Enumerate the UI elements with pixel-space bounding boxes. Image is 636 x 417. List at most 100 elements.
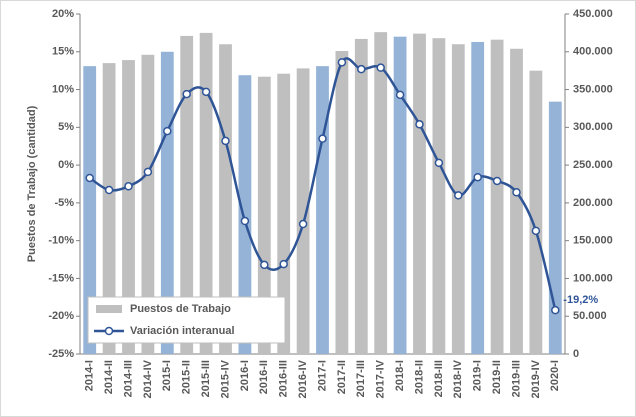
data-label: -19,2% <box>563 294 598 306</box>
x-tick-label: 2020-I <box>549 360 561 391</box>
x-tick-label: 2017-III <box>355 360 367 397</box>
bar <box>199 32 213 355</box>
x-tick-label: 2018-III <box>433 360 445 397</box>
bar <box>102 63 116 354</box>
marker <box>512 188 521 197</box>
marker <box>318 134 327 143</box>
y-tick-label: 0% <box>58 159 74 171</box>
bar <box>122 60 135 354</box>
bar <box>141 54 155 355</box>
bar <box>219 44 232 354</box>
bar <box>490 39 504 354</box>
marker <box>279 259 288 269</box>
bar <box>432 38 446 355</box>
legend-box <box>87 296 286 344</box>
x-tick-label: 2016-I <box>239 360 251 391</box>
marker <box>163 126 172 136</box>
x-tick-label: 2017-IV <box>375 359 387 398</box>
y2-tick-label: 300.000 <box>573 121 613 133</box>
bar <box>83 66 97 354</box>
bar <box>393 36 407 355</box>
x-tick-label: 2015-II <box>181 360 193 394</box>
marker <box>454 191 463 200</box>
legend-label: Variación interanual <box>130 325 235 337</box>
x-tick-label: 2015-IV <box>219 359 231 398</box>
marker <box>240 216 250 226</box>
y2-tick-label: 200.000 <box>573 197 613 209</box>
y2-tick-label: 400.000 <box>573 46 613 58</box>
bar <box>316 66 329 354</box>
marker <box>124 182 133 191</box>
y2-tick-label: 100.000 <box>573 272 613 284</box>
x-tick-label: 2016-III <box>278 360 290 397</box>
marker <box>298 219 308 229</box>
y-tick-label: -20% <box>48 310 74 322</box>
legend-label: Puestos de Trabajo <box>130 303 231 315</box>
y-tick-label: -10% <box>48 235 74 247</box>
x-tick-label: 2018-II <box>413 360 425 394</box>
y-tick-label: 10% <box>52 83 74 95</box>
x-tick-label: 2017-I <box>316 360 328 391</box>
marker <box>260 260 269 270</box>
legend-swatch <box>104 326 114 336</box>
x-tick-label: 2018-IV <box>452 359 464 398</box>
y2-tick-label: 150.000 <box>573 235 613 247</box>
y-tick-label: 15% <box>52 46 74 58</box>
marker <box>551 305 560 315</box>
marker <box>434 158 444 168</box>
bar <box>335 51 349 355</box>
y2-tick-label: 50.000 <box>573 310 607 322</box>
y-axis-title: Puestos de Trabajo (cantidad) <box>26 105 38 262</box>
x-tick-label: 2018-I <box>394 360 406 391</box>
bar <box>413 33 426 355</box>
bar <box>180 35 194 355</box>
x-tick-label: 2016-IV <box>297 359 309 398</box>
marker <box>376 63 385 72</box>
bar <box>548 101 562 355</box>
marker <box>221 136 230 146</box>
x-tick-label: 2014-I <box>84 360 96 391</box>
y2-tick-label: 0 <box>573 348 579 360</box>
x-tick-label: 2019-I <box>472 360 484 391</box>
x-tick-label: 2019-III <box>510 360 522 397</box>
marker <box>143 167 153 177</box>
y-tick-label: -25% <box>48 348 74 360</box>
x-tick-label: 2014-II <box>103 360 115 394</box>
x-tick-label: 2019-II <box>491 360 503 394</box>
bar <box>277 73 291 354</box>
marker <box>531 226 541 236</box>
bar <box>354 38 368 354</box>
legend-swatch <box>96 305 122 313</box>
marker <box>201 87 211 97</box>
y-tick-label: 5% <box>58 121 74 133</box>
y-tick-label: 20% <box>52 8 74 20</box>
bar <box>471 41 485 354</box>
bar <box>510 48 523 354</box>
x-tick-label: 2019-IV <box>530 359 542 398</box>
bar <box>257 76 271 354</box>
marker <box>182 89 191 99</box>
y-tick-label: -15% <box>48 272 74 284</box>
marker <box>357 64 366 74</box>
y-tick-label: -5% <box>54 197 74 209</box>
marker <box>337 58 347 67</box>
y2-tick-label: 450.000 <box>573 8 613 20</box>
x-tick-label: 2015-III <box>200 360 212 397</box>
marker <box>473 172 482 182</box>
x-tick-label: 2014-III <box>122 360 134 397</box>
bar <box>296 68 310 355</box>
marker <box>85 173 94 183</box>
marker <box>415 120 424 129</box>
y2-tick-label: 350.000 <box>573 83 613 95</box>
bar <box>374 32 388 355</box>
x-tick-label: 2014-IV <box>142 359 154 398</box>
y2-tick-label: 250.000 <box>573 159 613 171</box>
x-tick-label: 2017-II <box>336 360 348 394</box>
x-tick-label: 2015-I <box>161 360 173 391</box>
x-tick-label: 2016-II <box>258 360 270 394</box>
marker <box>492 176 502 186</box>
marker <box>395 90 405 100</box>
marker <box>104 185 114 195</box>
bar <box>238 75 252 354</box>
